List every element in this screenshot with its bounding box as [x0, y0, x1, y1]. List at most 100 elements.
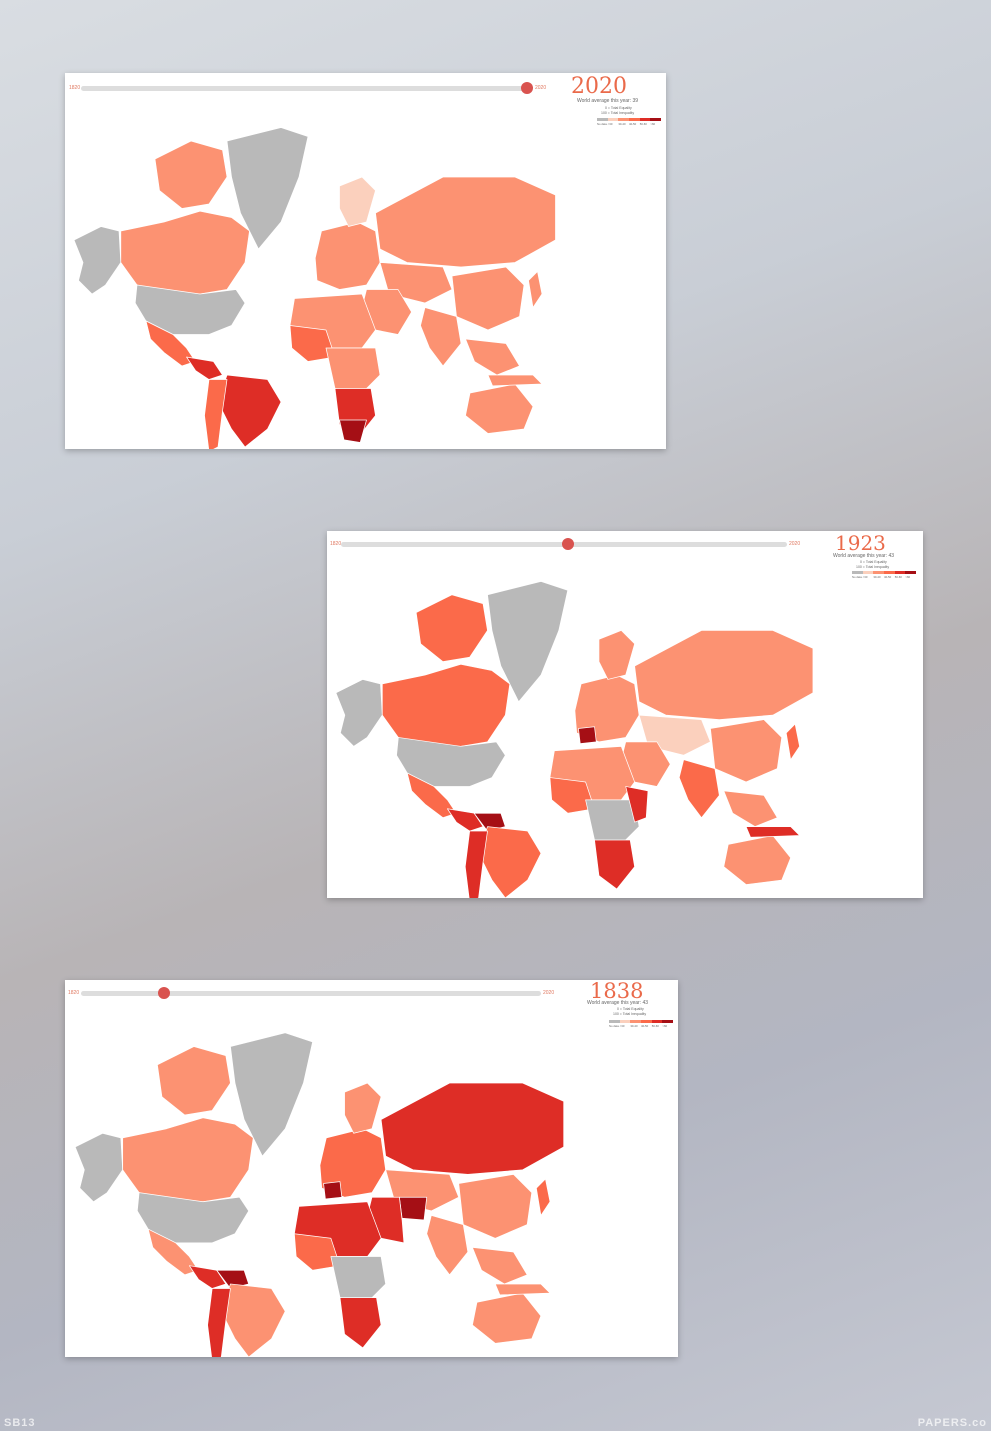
- colombia-venezuela: [216, 1269, 250, 1289]
- arctic-islands: [157, 1046, 231, 1116]
- australia: [472, 1292, 542, 1344]
- world-average: World average this year: 43: [833, 553, 895, 559]
- legend-swatch-4: [639, 118, 651, 121]
- europe: [319, 1128, 387, 1198]
- central-africa: [585, 799, 640, 845]
- brazil: [478, 826, 542, 898]
- legend-swatch-nodata: [852, 571, 863, 574]
- mexico: [147, 1228, 199, 1276]
- legend-swatch-nodata: [597, 118, 608, 121]
- legend-tick: 40-50: [629, 122, 637, 126]
- legend-note-inequality: 100 = Total Inequality: [601, 111, 635, 115]
- legend-tick: 50-60: [639, 122, 647, 126]
- japan: [528, 271, 543, 308]
- southern-africa: [594, 839, 635, 890]
- china: [710, 719, 783, 783]
- map-panel-1923: 1820 2020 1923 World average this year: …: [327, 531, 923, 898]
- alaska: [335, 679, 383, 747]
- alaska: [73, 226, 122, 295]
- slider-start-label: 1820: [68, 990, 80, 996]
- usa: [136, 1192, 250, 1244]
- slider-start-label: 1820: [69, 85, 81, 91]
- legend-color-bar: [852, 571, 917, 574]
- legend-note-inequality: 100 = Total Inequality: [613, 1012, 647, 1016]
- legend-swatch-2: [630, 1020, 642, 1023]
- andes: [207, 1288, 231, 1357]
- map-panel-2020: 1820 2020 2020 World average this year: …: [65, 73, 666, 449]
- east-africa: [625, 786, 649, 823]
- central-africa: [325, 347, 381, 394]
- legend-tick: 50-60: [651, 1024, 659, 1028]
- legend-tick: <30: [619, 1024, 625, 1028]
- world-map[interactable]: [65, 103, 605, 449]
- indonesia: [487, 374, 543, 387]
- japan: [785, 723, 800, 761]
- legend-swatch-5: [662, 1020, 674, 1023]
- legend-tick: <30: [607, 122, 613, 126]
- legend-swatch-5: [905, 571, 917, 574]
- legend-swatch-2: [618, 118, 630, 121]
- legend-color-bar: [609, 1020, 674, 1023]
- scandinavia: [344, 1082, 382, 1134]
- year-slider[interactable]: [81, 987, 541, 999]
- world-map[interactable]: [327, 559, 862, 898]
- legend-swatch-1: [862, 571, 874, 574]
- brazil: [220, 1283, 286, 1357]
- year-slider-thumb[interactable]: [562, 538, 575, 550]
- canada: [122, 1117, 254, 1203]
- southeast-asia: [723, 790, 778, 827]
- persia: [398, 1196, 428, 1221]
- southeast-asia: [472, 1247, 528, 1285]
- year-slider[interactable]: [341, 538, 787, 550]
- legend-swatch-nodata: [609, 1020, 620, 1023]
- legend-tick: >60: [905, 575, 911, 579]
- japan: [535, 1178, 551, 1216]
- legend-tick: 40-50: [884, 575, 892, 579]
- legend-swatch-5: [650, 118, 662, 121]
- legend-tick: No data: [852, 575, 862, 579]
- year-slider-thumb[interactable]: [157, 987, 170, 999]
- legend-swatch-1: [619, 1020, 631, 1023]
- west-africa: [293, 1233, 341, 1271]
- usa: [134, 284, 246, 335]
- central-america: [447, 808, 484, 832]
- legend-color-bar: [597, 118, 662, 121]
- world-map[interactable]: [65, 1010, 615, 1357]
- legend-swatch-3: [641, 1020, 652, 1023]
- legend-note-equality: 0 = Total Equality: [860, 560, 887, 564]
- australia: [723, 835, 792, 885]
- usa: [396, 737, 506, 787]
- map-panel-1838: 1820 2020 1838 World average this year: …: [65, 980, 678, 1357]
- legend-tick: 50-60: [894, 575, 902, 579]
- russia: [375, 176, 556, 268]
- china: [458, 1174, 533, 1239]
- canada: [381, 663, 511, 747]
- legend-swatch-4: [651, 1020, 663, 1023]
- legend-tick: 30-40: [618, 122, 626, 126]
- australia: [465, 383, 534, 434]
- scandinavia: [598, 630, 635, 680]
- legend-note-equality: 0 = Total Equality: [617, 1007, 644, 1011]
- southern-africa: [339, 1297, 382, 1349]
- legend-swatch-1: [607, 118, 619, 121]
- legend-tick: 30-40: [630, 1024, 638, 1028]
- year-heading: 2020: [571, 74, 627, 99]
- mexico: [145, 320, 196, 367]
- year-slider[interactable]: [81, 82, 533, 94]
- legend-note-inequality: 100 = Total Inequality: [856, 565, 890, 569]
- greenland: [487, 581, 569, 703]
- colombia-venezuela: [473, 812, 506, 832]
- slider-end-label: 2020: [543, 990, 555, 996]
- canada: [120, 210, 250, 295]
- mexico: [406, 772, 457, 819]
- legend-swatch-2: [873, 571, 885, 574]
- india: [420, 307, 462, 367]
- year-slider-thumb[interactable]: [521, 82, 533, 94]
- europe: [574, 674, 640, 743]
- legend-tick: 40-50: [641, 1024, 649, 1028]
- legend-swatch-3: [629, 118, 640, 121]
- scandinavia: [339, 176, 376, 227]
- world-average: World average this year: 43: [587, 1000, 649, 1006]
- legend-swatch-4: [894, 571, 906, 574]
- greenland: [226, 127, 309, 250]
